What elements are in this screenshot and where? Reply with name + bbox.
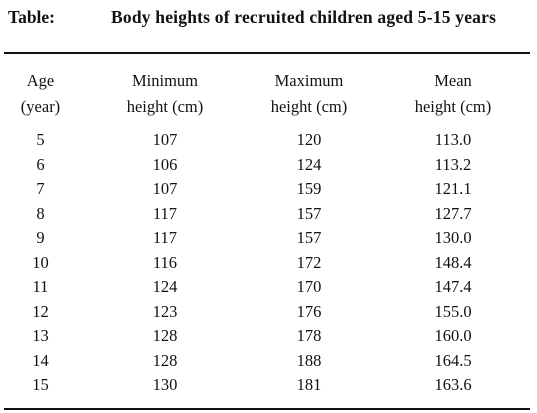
header-minimum-line2: height (cm)	[126, 97, 204, 116]
cell-maximum: 124	[296, 154, 322, 174]
cell-minimum: 106	[152, 154, 178, 174]
cell-maximum: 178	[296, 326, 322, 345]
cell-maximum: 120	[296, 130, 322, 149]
header-row: Age (year) Minimum height (cm) Maximum h…	[0, 68, 537, 128]
cell-maximum: 157	[296, 228, 322, 247]
header-minimum: Minimum height (cm)	[81, 68, 249, 128]
cell-minimum: 128	[152, 326, 178, 345]
cell-mean: 147.4	[434, 277, 472, 296]
cell-minimum: 107	[152, 179, 178, 198]
cell-mean: 163.6	[434, 375, 472, 394]
cell-maximum: 172	[296, 252, 322, 272]
cell-age: 12	[32, 301, 49, 321]
cell-mean: 155.0	[434, 301, 472, 321]
table-row: 6 106 124 113.2	[0, 153, 537, 178]
table-row: 14 128 188 164.5	[0, 349, 537, 374]
cell-age: 14	[32, 350, 49, 370]
table-row: 10 116 172 148.4	[0, 251, 537, 276]
cell-maximum: 157	[296, 203, 322, 223]
cell-age: 9	[36, 228, 45, 247]
cell-mean: 148.4	[434, 252, 472, 272]
table-row: 8 117 157 127.7	[0, 202, 537, 227]
header-age-line1: Age	[26, 71, 55, 90]
cell-mean: 164.5	[434, 350, 472, 370]
cell-age: 13	[32, 326, 49, 345]
header-maximum: Maximum height (cm)	[249, 68, 369, 128]
table-row: 5 107 120 113.0	[0, 128, 537, 153]
header-mean: Mean height (cm)	[369, 68, 537, 128]
cell-maximum: 159	[296, 179, 322, 198]
cell-minimum: 116	[152, 252, 178, 272]
caption-title: Body heights of recruited children aged …	[111, 7, 497, 27]
table-row: 7 107 159 121.1	[0, 177, 537, 202]
cell-mean: 121.1	[434, 179, 472, 198]
cell-mean: 127.7	[434, 203, 472, 223]
cell-maximum: 181	[296, 375, 322, 394]
table-row: 9 117 157 130.0	[0, 226, 537, 251]
top-rule	[4, 52, 530, 54]
header-maximum-line2: height (cm)	[270, 97, 348, 116]
cell-maximum: 188	[296, 350, 322, 370]
header-age-line2: (year)	[20, 97, 61, 116]
cell-age: 7	[36, 179, 45, 198]
cell-mean: 113.2	[434, 154, 472, 174]
heights-table: Age (year) Minimum height (cm) Maximum h…	[0, 68, 537, 398]
cell-minimum: 107	[152, 130, 178, 149]
cell-maximum: 170	[296, 277, 322, 296]
cell-minimum: 130	[152, 375, 178, 394]
cell-maximum: 176	[296, 301, 322, 321]
cell-age: 10	[32, 252, 49, 272]
cell-minimum: 124	[152, 277, 178, 296]
cell-mean: 130.0	[434, 228, 472, 247]
header-mean-line2: height (cm)	[414, 97, 492, 116]
table-row: 12 123 176 155.0	[0, 300, 537, 325]
cell-minimum: 117	[152, 228, 178, 247]
bottom-rule	[4, 408, 530, 410]
table-row: 11 124 170 147.4	[0, 275, 537, 300]
cell-age: 11	[32, 277, 49, 296]
table-row: 13 128 178 160.0	[0, 324, 537, 349]
cell-mean: 113.0	[434, 130, 472, 149]
cell-age: 5	[36, 130, 45, 149]
table-row: 15 130 181 163.6	[0, 373, 537, 398]
cell-mean: 160.0	[434, 326, 472, 345]
cell-age: 15	[32, 375, 49, 394]
cell-age: 8	[36, 203, 45, 223]
cell-minimum: 117	[152, 203, 178, 223]
header-maximum-line1: Maximum	[274, 71, 344, 90]
header-age: Age (year)	[0, 68, 81, 128]
cell-age: 6	[36, 154, 45, 174]
header-minimum-line1: Minimum	[131, 71, 198, 90]
header-mean-line1: Mean	[434, 71, 472, 90]
cell-minimum: 123	[152, 301, 178, 321]
cell-minimum: 128	[152, 350, 178, 370]
caption-label: Table:	[8, 7, 56, 27]
